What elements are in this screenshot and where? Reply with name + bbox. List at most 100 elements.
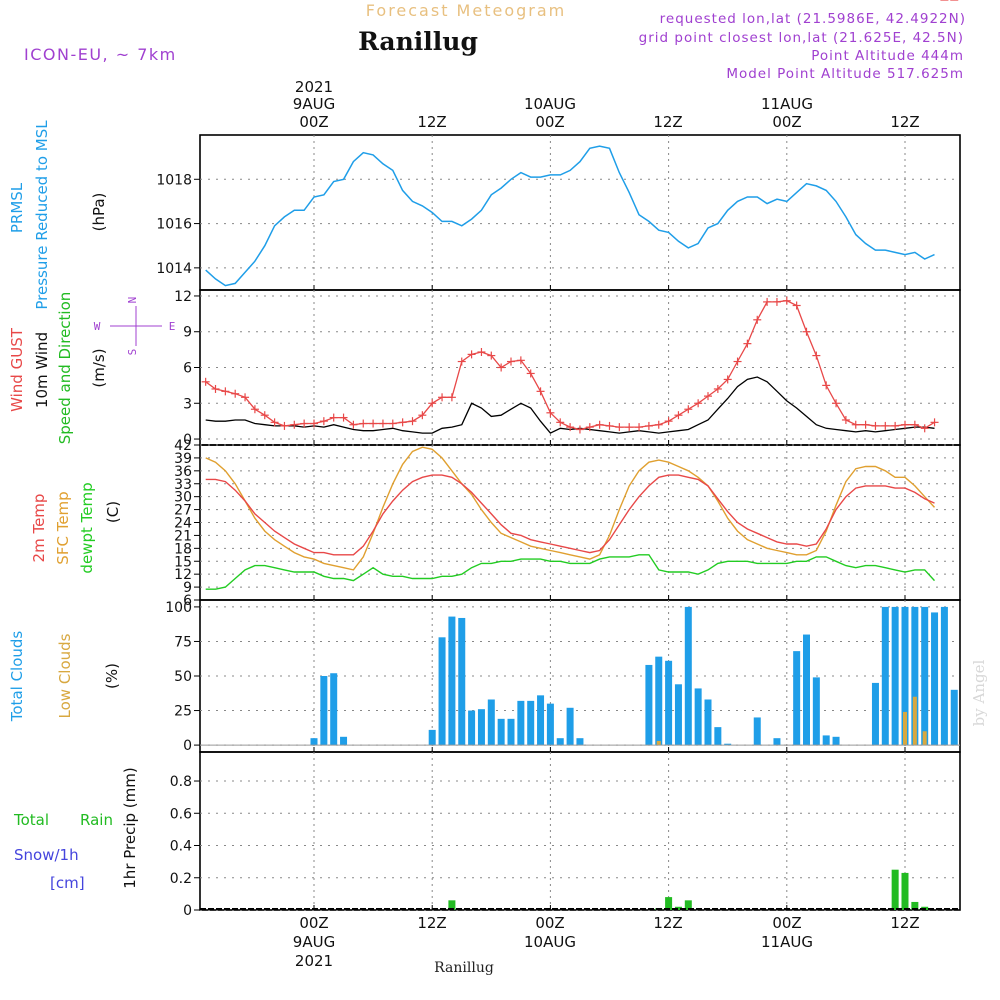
rain-bar-6 (901, 872, 909, 910)
total-cloud-bar-31 (507, 718, 515, 746)
gust-marker-12 (319, 417, 328, 426)
top-time-axis: 2021 9AUG 00Z 12Z 10AUG 00Z 12Z 11AUG 00… (293, 78, 920, 131)
gust-marker-29 (487, 351, 496, 360)
total-cloud-bar-64 (832, 736, 840, 746)
total-cloud-bar-12 (320, 676, 328, 746)
total-cloud-bar-25 (448, 616, 456, 746)
rain-bar-7 (911, 901, 919, 910)
gust-marker-49 (684, 405, 693, 414)
gust-marker-0 (201, 377, 210, 386)
total-cloud-bar-74 (931, 612, 939, 746)
top-tick-2-line2: 10AUG (524, 95, 576, 113)
temperature-ytick-label-4: 18 (174, 541, 192, 557)
gust-marker-13 (329, 413, 338, 422)
precip-ytick-label-3: 0.6 (170, 806, 192, 822)
gust-marker-70 (891, 421, 900, 430)
gust-marker-11 (310, 419, 318, 428)
gust-marker-72 (910, 420, 919, 429)
bottom-tick-0-line3: 2021 (295, 952, 333, 970)
gust-marker-15 (349, 420, 358, 429)
total-cloud-bar-28 (477, 709, 485, 746)
point-altitude: Point Altitude 444m (811, 48, 964, 64)
prmsl-line (205, 145, 935, 287)
total-cloud-bar-68 (871, 682, 879, 746)
gust-marker-63 (822, 381, 831, 390)
precip-labels: Total Rain Snow/1h [cm] 1hr Precip (mm) (13, 767, 139, 892)
total-cloud-bar-37 (566, 707, 574, 746)
pressure-panel: 1014 1016 1018 (156, 134, 961, 291)
bottom-tick-5-line1: 12Z (890, 914, 919, 932)
temperature-ytick-label-6: 24 (174, 516, 192, 532)
wind-ytick-label-2: 6 (183, 361, 192, 377)
total-cloud-bar-70 (891, 606, 899, 746)
total-cloud-bar-53 (724, 743, 732, 746)
temp-2m-label: 2m Temp (30, 494, 48, 563)
temp-sfc-label: SFC Temp (54, 491, 72, 564)
rain-bar-5 (891, 869, 899, 910)
total-cloud-bar-11 (310, 738, 318, 746)
total-cloud-bar-62 (812, 677, 820, 746)
temperature-ytick-label-8: 30 (174, 490, 192, 506)
total-cloud-bar-38 (576, 738, 584, 746)
bottom-tick-2-line1: 00Z (535, 914, 564, 932)
temp-unit-label: (C) (104, 501, 122, 523)
gust-marker-55 (743, 339, 752, 348)
total-cloud-bar-13 (330, 673, 338, 746)
gust-marker-62 (812, 351, 821, 360)
gust-marker-26 (457, 357, 466, 366)
pressure-ytick-label-0: 1014 (156, 261, 192, 277)
gust-marker-3 (231, 389, 240, 398)
total-cloud-bar-63 (822, 735, 830, 746)
pressure-labels: PRMSL Pressure Reduced to MSL (hPa) (8, 120, 108, 310)
gust-marker-33 (526, 369, 535, 378)
gust-marker-54 (733, 357, 742, 366)
temperature-ytick-label-1: 9 (183, 580, 192, 596)
model-label: ICON-EU, ~ 7km (24, 45, 177, 64)
model-point-altitude: Model Point Altitude 517.625m (726, 66, 964, 82)
rain-bar-2 (665, 897, 673, 910)
wind-ytick-label-3: 9 (183, 325, 192, 341)
gust-marker-32 (516, 356, 525, 365)
gust-marker-21 (408, 417, 417, 426)
top-tick-3-line3: 12Z (653, 113, 682, 131)
gust-marker-69 (881, 421, 890, 430)
gust-marker-56 (753, 315, 762, 324)
total-cloud-bar-48 (674, 684, 682, 746)
panels: 1014101610180369126912151821242730333639… (156, 0, 961, 919)
wind-speed-direction-label: Speed and Direction (56, 292, 74, 445)
temperature-ytick-label-3: 15 (174, 554, 192, 570)
precip-ytick-label-1: 0.2 (170, 871, 192, 887)
pressure-ytick-label-1: 1016 (156, 217, 192, 233)
gust-marker-46 (654, 420, 663, 429)
gust-marker-67 (861, 420, 870, 429)
gust-marker-65 (841, 415, 850, 424)
precip-panel: 0 0.2 0.4 0.6 0.8 (170, 751, 961, 919)
gust-marker-68 (871, 421, 880, 430)
gust-marker-1 (211, 384, 220, 393)
gust-marker-19 (388, 419, 397, 428)
gust-marker-42 (615, 423, 624, 432)
temperature-ytick-label-0: 6 (183, 593, 192, 609)
total-cloud-bar-76 (950, 689, 958, 746)
gust-marker-31 (507, 357, 515, 366)
rain-bar-3 (674, 906, 682, 910)
clouds-panel: 0 25 50 75 100 (165, 599, 961, 754)
total-cloud-bar-29 (487, 699, 495, 746)
top-tick-4-line2: 11AUG (761, 95, 813, 113)
gust-marker-50 (694, 399, 703, 408)
low-cloud-bar-46 (656, 740, 661, 746)
gust-marker-7 (270, 418, 279, 427)
gust-marker-71 (901, 420, 909, 429)
requested-coords: requested lon,lat (21.5986E, 42.4922N) (660, 11, 966, 27)
precip-snow-label: Snow/1h (14, 846, 79, 864)
gust-marker-59 (782, 296, 791, 305)
gust-marker-40 (595, 420, 604, 429)
gust-marker-64 (832, 399, 841, 408)
gust-marker-4 (241, 393, 250, 402)
clouds-ytick-label-0: 0 (183, 738, 192, 754)
total-cloud-bar-50 (694, 688, 702, 746)
gust-marker-6 (260, 411, 269, 420)
compass-rose: N S W E (94, 297, 176, 356)
temperature-ytick-label-11: 39 (174, 451, 192, 467)
